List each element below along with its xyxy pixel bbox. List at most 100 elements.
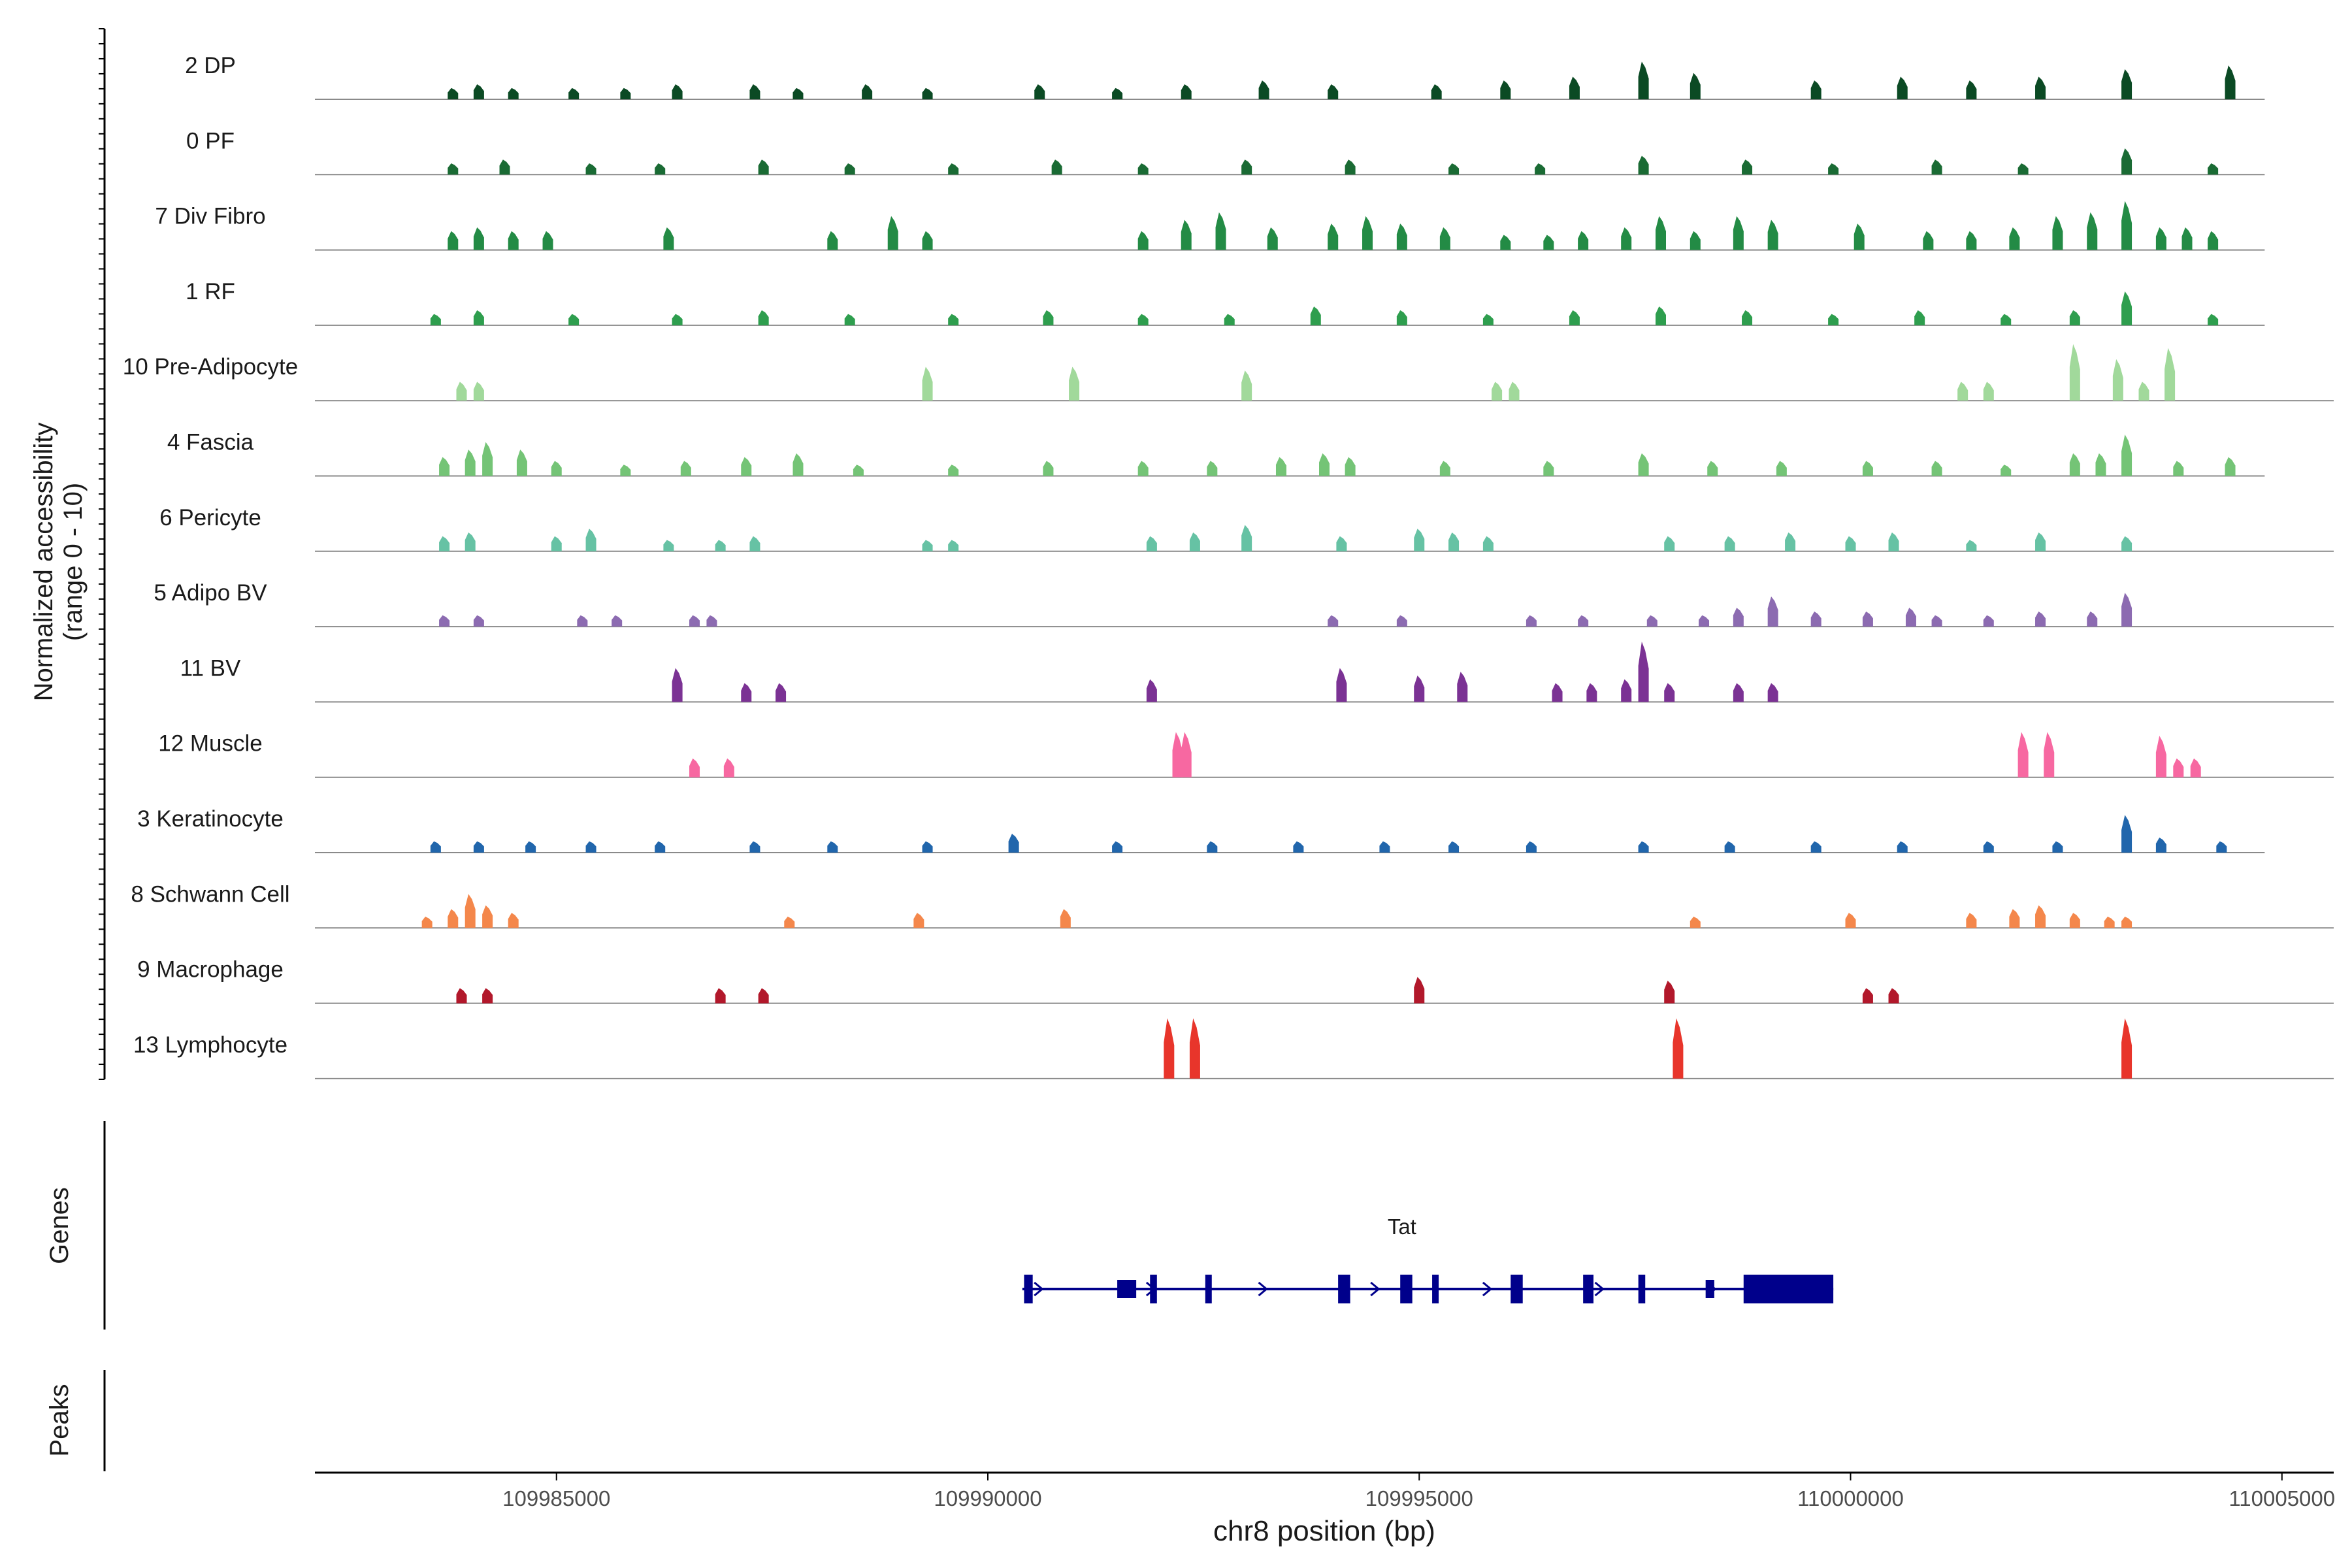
coverage-peak: [473, 615, 484, 627]
coverage-peak: [1181, 84, 1192, 99]
coverage-peak: [1336, 536, 1347, 551]
coverage-peak: [1656, 216, 1666, 250]
coverage-peak: [473, 382, 484, 401]
coverage-peak: [473, 227, 484, 250]
coverage-peak: [2164, 348, 2176, 401]
coverage-peak: [2069, 344, 2080, 401]
coverage-peak: [2044, 732, 2055, 777]
coverage-peak: [1043, 461, 1054, 476]
coverage-peak: [439, 536, 450, 551]
coverage-peak: [1275, 457, 1286, 476]
coverage-peak: [1621, 679, 1632, 702]
strand-arrow-icon: [1594, 1281, 1605, 1297]
gene-exon: [1338, 1275, 1350, 1303]
coverage-peak: [1448, 532, 1460, 551]
x-axis-title: chr8 position (bp): [1213, 1515, 1435, 1547]
coverage-peak: [1396, 223, 1407, 250]
coverage-peak: [1578, 615, 1589, 627]
coverage-peak: [1207, 841, 1218, 853]
coverage-peak: [689, 758, 700, 777]
coverage-peak: [2121, 291, 2132, 325]
gene-exon: [1638, 1275, 1646, 1303]
coverage-peak: [430, 314, 441, 325]
coverage-peak: [1051, 159, 1062, 175]
coverage-peak: [1673, 1018, 1684, 1079]
coverage-peak: [2087, 612, 2098, 627]
coverage-peak: [1914, 310, 1925, 325]
coverage-peak: [1983, 841, 1994, 853]
coverage-peak: [1137, 461, 1149, 476]
coverage-peak: [663, 227, 674, 250]
coverage-peak: [1396, 310, 1407, 325]
y-axis-label-line2: (range 0 - 10): [59, 483, 88, 641]
coverage-peak: [1509, 382, 1520, 401]
gene-exon: [1150, 1275, 1157, 1303]
coverage-peak: [1638, 61, 1649, 99]
coverage-peak: [922, 540, 933, 551]
track-label: 2 DP: [185, 53, 236, 78]
coverage-peak: [439, 615, 450, 627]
coverage-peak: [1439, 227, 1450, 250]
coverage-peak: [1931, 159, 1942, 175]
coverage-peak: [456, 988, 467, 1004]
track-10-pre-adipocyte: 10 Pre-Adipocyte: [123, 344, 2334, 402]
track-label: 8 Schwann Cell: [131, 881, 289, 907]
coverage-peak: [1310, 306, 1321, 325]
coverage-peak: [482, 442, 493, 476]
coverage-peak: [2052, 841, 2063, 853]
coverage-peak: [1215, 212, 1226, 250]
coverage-peak: [792, 453, 804, 476]
coverage-peak: [2138, 382, 2149, 401]
coverage-peak: [862, 84, 873, 99]
coverage-peak: [1931, 461, 1942, 476]
coverage-peak: [1500, 80, 1511, 99]
coverage-peak: [2121, 69, 2132, 99]
coverage-peak: [2121, 536, 2132, 551]
coverage-peak: [1810, 612, 1821, 627]
coverage-peak: [1586, 683, 1597, 702]
track-9-macrophage: 9 Macrophage: [137, 957, 2334, 1004]
coverage-peak: [2069, 453, 2080, 476]
coverage-peak: [1646, 615, 1658, 627]
coverage-peak: [749, 84, 760, 99]
coverage-peak: [1845, 536, 1856, 551]
coverage-peak: [2069, 913, 2080, 928]
coverage-peak: [585, 529, 596, 551]
coverage-peak: [1733, 608, 1744, 627]
coverage-peak: [1966, 913, 1977, 928]
coverage-peak: [1500, 235, 1511, 250]
strand-arrow-icon: [1482, 1281, 1493, 1297]
coverage-peak: [741, 683, 752, 702]
coverage-peak: [2069, 310, 2080, 325]
coverage-peak: [2017, 163, 2029, 175]
coverage-peak: [827, 231, 838, 250]
coverage-peak: [1189, 532, 1200, 551]
coverage-peak: [568, 88, 580, 99]
coverage-peak: [715, 988, 726, 1004]
coverage-peak: [2173, 758, 2184, 777]
coverage-peak: [2216, 841, 2227, 853]
coverage-peak: [1181, 220, 1192, 250]
coverage-peak: [827, 841, 838, 853]
coverage-peak: [1431, 84, 1442, 99]
x-axis: 109985000 109990000 109995000 110000000 1100…: [315, 1471, 2335, 1511]
coverage-peak: [1137, 163, 1149, 175]
gene-exon: [1432, 1275, 1439, 1303]
x-tick-label: 109985000: [502, 1486, 610, 1511]
coverage-peak: [1336, 668, 1347, 702]
coverage-peak: [577, 615, 588, 627]
coverage-peak: [1043, 310, 1054, 325]
track-panel: 2 DP 0 PF 7 Div Fibro 1 RF 10 Pre-Adipocyte 4…: [123, 53, 2334, 1079]
coverage-peak: [551, 536, 562, 551]
track-8-schwann-cell: 8 Schwann Cell: [131, 881, 2334, 929]
coverage-peak: [784, 917, 795, 928]
coverage-peak: [2017, 732, 2029, 777]
coverage-peak: [448, 231, 459, 250]
coverage-peak: [612, 615, 623, 627]
coverage-peak: [1328, 615, 1339, 627]
coverage-peak: [620, 88, 631, 99]
track-label: 9 Macrophage: [137, 957, 284, 983]
coverage-peak: [2112, 359, 2123, 401]
coverage-peak: [448, 88, 459, 99]
coverage-peak: [792, 88, 804, 99]
